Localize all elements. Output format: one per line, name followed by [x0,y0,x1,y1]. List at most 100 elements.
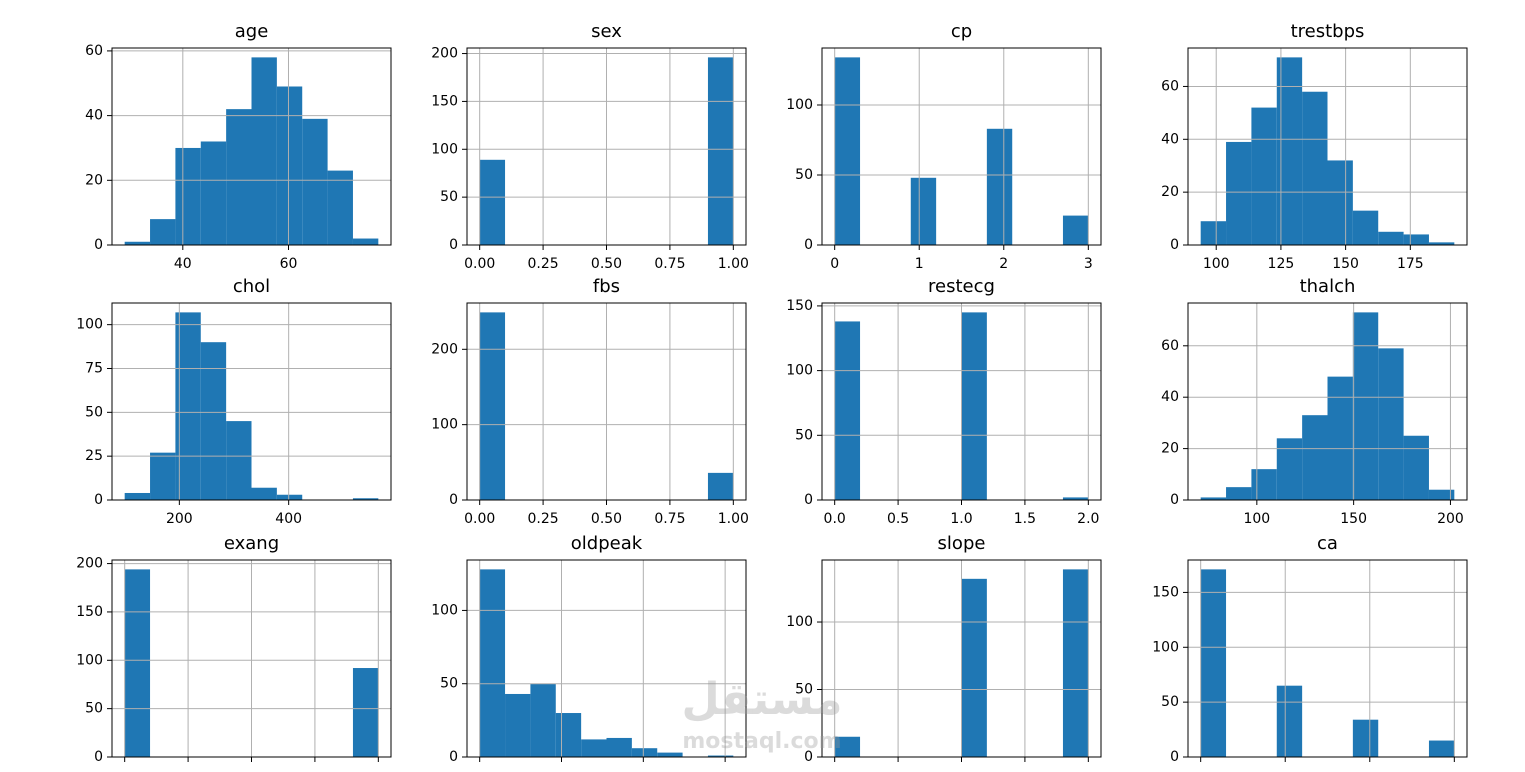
y-tick-label: 50 [795,427,813,443]
bar [1062,569,1089,757]
bar [352,238,379,245]
bar [150,452,176,500]
axes-frame [111,47,392,246]
bar [834,736,861,757]
subplot-title: trestbps [1291,21,1365,42]
bar [124,241,151,245]
subplot: 0.00 0.25 0.50 0.75 1.00 0 100 200 fbs [431,276,749,527]
bar [1352,210,1379,245]
bar [1378,231,1404,245]
subplot: 0 50 100 slope [786,533,1102,765]
bar [606,737,632,757]
watermark-logo: مستقل [682,674,843,725]
subplot-title: slope [938,533,986,554]
x-tick-label: 150 [1332,256,1359,272]
y-tick-label: 100 [1152,639,1179,655]
y-tick-label: 50 [440,189,458,205]
bar [1428,740,1455,757]
bar [352,498,379,500]
axes-frame [1187,559,1468,758]
y-tick-label: 0 [94,237,103,253]
bar [631,748,658,757]
subplot-title: cp [951,21,972,42]
bar [1251,107,1277,245]
y-tick-label: 0 [804,492,813,508]
subplot-title: exang [224,533,279,554]
y-tick-label: 25 [85,448,103,464]
bar [124,569,151,757]
bar [657,752,683,757]
bar [1428,489,1455,500]
y-tick-label: 150 [786,298,813,314]
x-tick-label: 40 [174,256,192,272]
y-tick-label: 200 [431,46,458,62]
bar [1226,487,1252,500]
x-tick-label: 2 [999,256,1008,272]
axes-frame [821,302,1102,501]
y-tick-label: 0 [1170,492,1179,508]
bar [1327,376,1353,500]
bar [1378,348,1404,500]
subplot: 100 125 150 175 0 20 40 60 trestbps [1161,21,1468,272]
subplot: 200 400 0 25 50 75 100 chol [76,276,392,527]
y-tick-label: 100 [431,417,458,433]
bar [1352,312,1379,500]
x-tick-label: 400 [275,511,302,527]
bar [479,159,506,245]
subplot-title: fbs [593,276,620,297]
y-tick-label: 0 [804,749,813,765]
axes-frame [466,302,747,501]
x-tick-label: 0.50 [591,511,622,527]
bar [1062,497,1089,500]
bar [1327,160,1353,245]
bar [276,86,303,245]
subplot-title: sex [591,21,622,42]
y-tick-label: 60 [1161,78,1179,94]
bar [1200,497,1227,500]
x-tick-label: 150 [1340,511,1367,527]
bar [1276,438,1303,500]
bar [1251,469,1277,500]
y-tick-label: 100 [786,614,813,630]
x-tick-label: 1.00 [718,256,749,272]
y-tick-label: 100 [76,652,103,668]
y-tick-label: 0 [449,237,458,253]
bar [555,713,582,757]
bar [1200,569,1227,757]
subplot-title: chol [233,276,270,297]
bar [150,219,176,245]
x-tick-label: 60 [280,256,298,272]
subplot-title: thalch [1300,276,1356,297]
bar [226,109,252,245]
bar [1276,685,1303,757]
y-tick-label: 50 [795,167,813,183]
bar [175,147,201,245]
x-tick-label: 0.5 [887,511,909,527]
y-tick-label: 100 [786,97,813,113]
y-tick-label: 20 [1161,184,1179,200]
subplot: 0 50 100 150 200 exang [76,533,392,765]
x-tick-label: 0 [830,256,839,272]
y-tick-label: 150 [1152,584,1179,600]
y-tick-label: 20 [85,172,103,188]
subplot-title: age [235,21,269,42]
y-tick-label: 75 [85,360,103,376]
bar [1403,435,1429,500]
y-tick-label: 40 [85,108,103,124]
x-tick-label: 3 [1084,256,1093,272]
x-tick-label: 100 [1243,511,1270,527]
axes-frame [111,559,392,758]
x-tick-label: 100 [1203,256,1230,272]
bar [505,693,531,757]
bar [200,141,227,245]
bar [707,755,734,757]
bar [1403,234,1429,245]
x-tick-label: 200 [1437,511,1464,527]
y-tick-label: 40 [1161,389,1179,405]
y-tick-label: 100 [786,363,813,379]
axes-frame [111,302,392,501]
x-tick-label: 0.75 [654,256,685,272]
bar [200,342,227,500]
y-tick-label: 100 [76,317,103,333]
